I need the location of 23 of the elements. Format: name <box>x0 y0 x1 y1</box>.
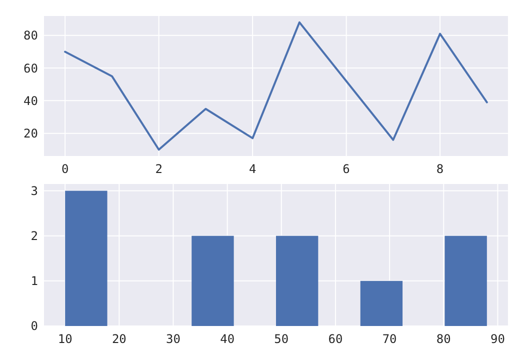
line-series <box>64 21 488 151</box>
x-tick-label: 60 <box>328 332 343 346</box>
y-tick-label: 60 <box>24 61 38 76</box>
x-tick-label: 30 <box>166 332 180 346</box>
x-tick-label: 8 <box>436 162 444 176</box>
y-tick-label: 2 <box>30 229 38 244</box>
x-tick-label: 40 <box>220 332 235 346</box>
y-tick-label: 3 <box>30 184 38 198</box>
x-tick-label: 50 <box>274 332 289 346</box>
x-tick-label: 4 <box>248 162 256 176</box>
y-tick-label: 40 <box>24 94 38 108</box>
x-tick-label: 20 <box>112 332 126 346</box>
y-tick-label: 20 <box>24 126 38 141</box>
x-tick-label: 0 <box>61 162 69 176</box>
y-tick-label: 1 <box>30 274 38 288</box>
y-tick-label: 80 <box>24 28 38 43</box>
x-tick-label: 2 <box>155 162 162 176</box>
y-tick-label: 0 <box>30 319 38 334</box>
x-tick-label: 10 <box>58 332 72 346</box>
x-tick-label: 80 <box>436 332 451 346</box>
x-tick-label: 6 <box>342 162 350 176</box>
x-tick-label: 90 <box>490 332 505 346</box>
x-tick-label: 70 <box>382 332 397 346</box>
